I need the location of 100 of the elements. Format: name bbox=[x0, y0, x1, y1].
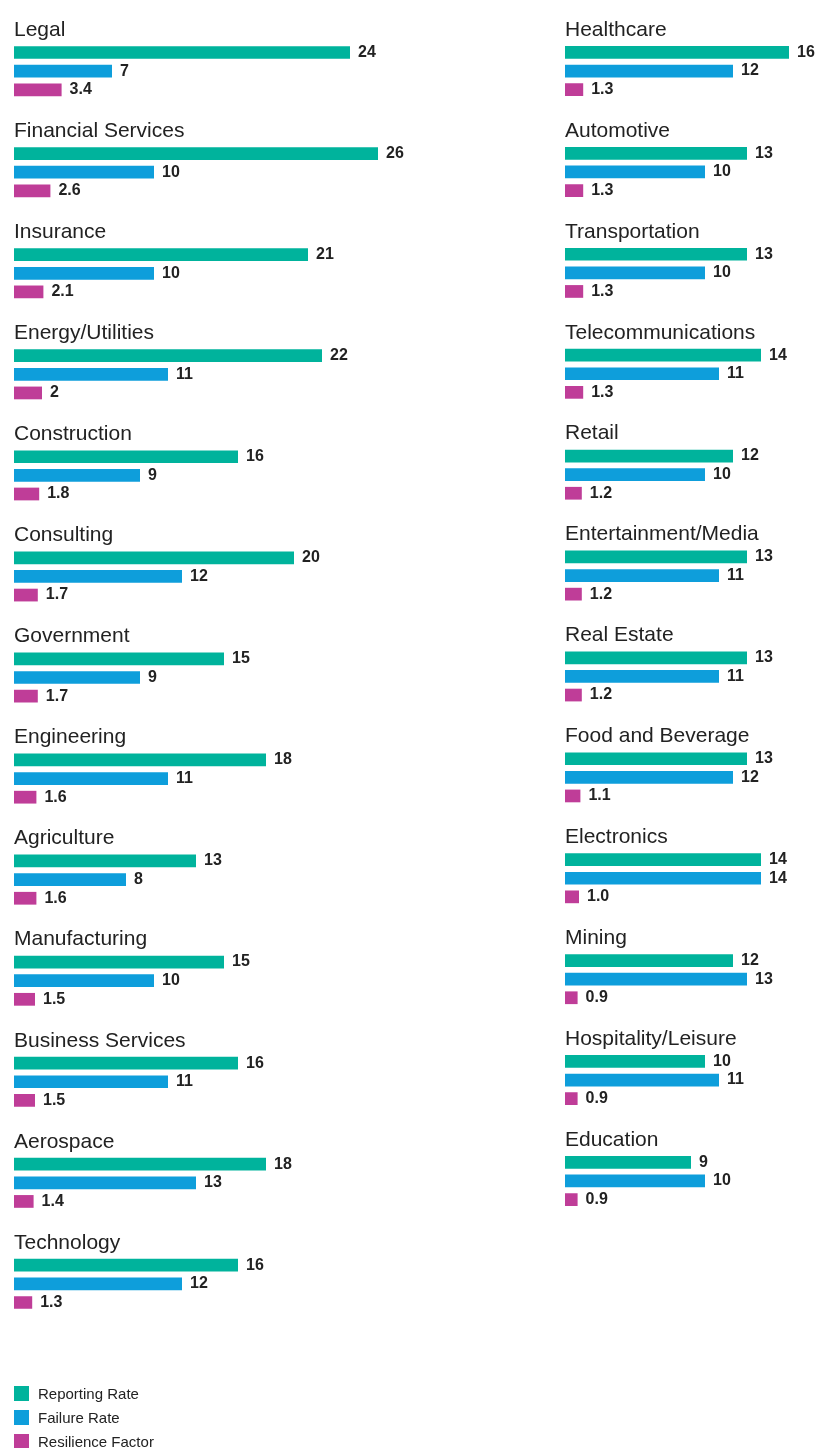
bar bbox=[14, 1258, 238, 1272]
data-label: 1.6 bbox=[44, 888, 67, 906]
bar bbox=[14, 753, 266, 767]
y-tick-label: Energy/Utilities bbox=[14, 320, 155, 344]
bar bbox=[14, 1277, 182, 1291]
data-label: 1.3 bbox=[591, 382, 614, 400]
data-label: 16 bbox=[797, 42, 815, 60]
data-label: 1.1 bbox=[588, 786, 611, 804]
bar bbox=[14, 790, 37, 804]
bar bbox=[14, 974, 154, 988]
y-tick-label: Education bbox=[565, 1126, 659, 1150]
bar bbox=[565, 367, 719, 381]
data-label: 3.4 bbox=[69, 80, 92, 98]
bar bbox=[14, 955, 224, 969]
data-label: 14 bbox=[769, 868, 787, 886]
bar bbox=[565, 688, 582, 702]
bar bbox=[14, 1094, 35, 1107]
bar bbox=[14, 873, 126, 886]
data-label: 1.0 bbox=[587, 887, 610, 905]
data-label: 1.3 bbox=[40, 1292, 63, 1310]
y-tick-label: Manufacturing bbox=[14, 926, 148, 950]
bar bbox=[565, 348, 761, 362]
data-label: 13 bbox=[204, 851, 222, 869]
data-label: 1.6 bbox=[44, 787, 67, 805]
bar bbox=[14, 1075, 168, 1089]
data-label: 18 bbox=[274, 750, 292, 768]
data-label: 1.2 bbox=[589, 483, 613, 501]
data-label: 11 bbox=[727, 666, 745, 684]
data-label: 1.3 bbox=[591, 180, 614, 198]
y-tick-label: Insurance bbox=[14, 219, 107, 243]
bar bbox=[14, 285, 44, 299]
bar bbox=[565, 449, 733, 463]
bar bbox=[565, 853, 761, 867]
y-tick-label: Government bbox=[14, 623, 130, 647]
y-tick-label: Engineering bbox=[14, 724, 127, 748]
bar bbox=[565, 789, 581, 803]
y-tick-label: Financial Services bbox=[14, 117, 185, 141]
bar bbox=[565, 146, 747, 160]
bar bbox=[565, 266, 705, 280]
data-label: 10 bbox=[162, 971, 180, 989]
y-tick-label: Transportation bbox=[565, 218, 700, 242]
bar bbox=[565, 1055, 705, 1068]
data-label: 11 bbox=[727, 364, 745, 382]
bar bbox=[14, 46, 350, 59]
bar bbox=[14, 588, 38, 602]
data-label: 13 bbox=[755, 143, 773, 161]
data-label: 1.3 bbox=[591, 80, 614, 98]
data-label: 10 bbox=[713, 1051, 731, 1069]
bar bbox=[565, 165, 705, 179]
data-label: 14 bbox=[769, 850, 787, 868]
bar bbox=[14, 386, 42, 400]
data-label: 11 bbox=[727, 565, 745, 583]
bar bbox=[565, 991, 578, 1005]
data-label: 2.6 bbox=[58, 181, 81, 199]
y-tick-label: Legal bbox=[14, 16, 66, 40]
bar bbox=[14, 83, 62, 97]
data-label: 2 bbox=[50, 383, 59, 401]
data-label: 15 bbox=[232, 952, 250, 970]
data-label: 13 bbox=[755, 648, 773, 666]
data-label: 26 bbox=[386, 143, 404, 161]
bar bbox=[14, 570, 182, 583]
bar bbox=[565, 64, 733, 78]
legend-label: Resilience Factor bbox=[38, 1432, 154, 1448]
bar bbox=[565, 385, 584, 399]
bar bbox=[565, 972, 747, 986]
data-label: 14 bbox=[769, 345, 787, 363]
y-tick-label: Mining bbox=[565, 924, 627, 948]
data-label: 12 bbox=[741, 950, 759, 968]
bar bbox=[14, 266, 154, 280]
bar bbox=[14, 147, 378, 160]
data-label: 1.5 bbox=[43, 989, 66, 1007]
data-label: 10 bbox=[713, 1171, 731, 1189]
bar bbox=[14, 551, 294, 565]
bar bbox=[14, 487, 40, 501]
data-label: 22 bbox=[330, 346, 348, 364]
bar bbox=[14, 1176, 196, 1190]
data-label: 21 bbox=[316, 245, 334, 263]
bar bbox=[565, 184, 584, 197]
bar bbox=[14, 671, 140, 684]
bar bbox=[565, 83, 584, 97]
data-label: 10 bbox=[713, 465, 731, 483]
data-label: 1.8 bbox=[47, 484, 70, 502]
data-label: 11 bbox=[176, 768, 194, 786]
y-tick-label: Healthcare bbox=[565, 16, 667, 40]
legend-label: Failure Rate bbox=[38, 1408, 120, 1426]
data-label: 13 bbox=[755, 749, 773, 767]
data-label: 11 bbox=[176, 364, 194, 382]
bar bbox=[565, 670, 719, 683]
bar bbox=[565, 569, 719, 582]
data-label: 10 bbox=[162, 162, 180, 180]
bar bbox=[14, 854, 196, 868]
data-label: 1.3 bbox=[591, 281, 614, 299]
data-label: 13 bbox=[755, 969, 773, 987]
data-label: 0.9 bbox=[585, 988, 608, 1006]
data-label: 1.4 bbox=[41, 1191, 64, 1209]
y-tick-label: Food and Beverage bbox=[565, 723, 750, 747]
data-label: 9 bbox=[148, 667, 157, 685]
bar bbox=[14, 450, 238, 464]
y-tick-label: Entertainment/Media bbox=[565, 521, 760, 545]
bar bbox=[14, 349, 322, 363]
